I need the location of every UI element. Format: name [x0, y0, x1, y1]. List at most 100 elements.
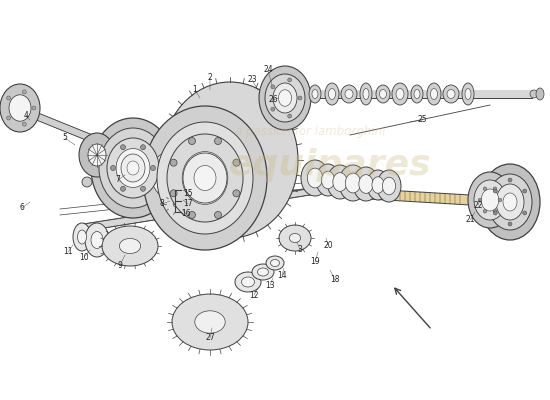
Text: 16: 16	[181, 210, 191, 218]
Circle shape	[151, 166, 156, 170]
Ellipse shape	[382, 177, 395, 195]
Ellipse shape	[480, 164, 540, 240]
Text: 25: 25	[417, 116, 427, 124]
Circle shape	[483, 210, 487, 213]
Circle shape	[214, 138, 222, 144]
Text: 6: 6	[20, 204, 24, 212]
Text: 23: 23	[247, 76, 257, 84]
Circle shape	[7, 96, 10, 100]
Ellipse shape	[88, 144, 106, 166]
Circle shape	[493, 187, 497, 190]
Circle shape	[32, 106, 36, 110]
Circle shape	[189, 138, 195, 144]
Ellipse shape	[121, 154, 145, 182]
Ellipse shape	[183, 153, 227, 203]
Ellipse shape	[271, 260, 279, 266]
Ellipse shape	[167, 134, 243, 222]
Ellipse shape	[0, 84, 40, 132]
Text: 26: 26	[268, 96, 278, 104]
Ellipse shape	[353, 167, 379, 201]
Ellipse shape	[79, 133, 115, 177]
Ellipse shape	[536, 88, 544, 100]
Ellipse shape	[85, 223, 109, 257]
Ellipse shape	[462, 83, 474, 105]
Text: 9: 9	[118, 260, 123, 270]
Text: 12: 12	[249, 290, 258, 300]
Ellipse shape	[443, 85, 459, 103]
Text: 18: 18	[330, 276, 340, 284]
Ellipse shape	[339, 165, 367, 201]
Ellipse shape	[194, 166, 216, 190]
Circle shape	[170, 159, 177, 166]
Ellipse shape	[379, 90, 387, 98]
Ellipse shape	[345, 90, 353, 98]
Ellipse shape	[91, 118, 175, 218]
Ellipse shape	[341, 85, 357, 103]
Circle shape	[233, 159, 240, 166]
Ellipse shape	[392, 83, 408, 105]
Ellipse shape	[266, 256, 284, 270]
Ellipse shape	[360, 83, 372, 105]
Ellipse shape	[307, 168, 323, 188]
Text: 19: 19	[310, 258, 320, 266]
Circle shape	[522, 189, 527, 193]
Circle shape	[120, 186, 125, 191]
Ellipse shape	[195, 311, 225, 333]
Circle shape	[498, 198, 502, 202]
Text: a passion for lamborghini: a passion for lamborghini	[235, 126, 385, 138]
Text: 24: 24	[263, 66, 273, 74]
Ellipse shape	[372, 177, 384, 193]
Circle shape	[508, 178, 512, 182]
Circle shape	[508, 222, 512, 226]
Ellipse shape	[488, 174, 532, 230]
Ellipse shape	[252, 264, 274, 280]
Text: 5: 5	[63, 134, 68, 142]
Ellipse shape	[78, 230, 86, 244]
Ellipse shape	[496, 184, 524, 220]
Ellipse shape	[301, 160, 329, 196]
Ellipse shape	[257, 268, 268, 276]
Ellipse shape	[273, 83, 297, 113]
Ellipse shape	[143, 106, 267, 250]
Ellipse shape	[427, 83, 441, 105]
Circle shape	[214, 212, 222, 218]
Circle shape	[288, 78, 292, 82]
Ellipse shape	[328, 88, 336, 100]
Text: 27: 27	[205, 334, 215, 342]
Ellipse shape	[182, 152, 228, 204]
Ellipse shape	[138, 135, 208, 215]
Circle shape	[493, 210, 497, 213]
Ellipse shape	[309, 85, 321, 103]
Polygon shape	[12, 105, 117, 150]
Circle shape	[530, 90, 538, 98]
Ellipse shape	[333, 173, 347, 191]
Ellipse shape	[127, 161, 139, 175]
Text: 11: 11	[63, 248, 73, 256]
Text: 17: 17	[183, 200, 193, 208]
Ellipse shape	[431, 88, 437, 100]
Ellipse shape	[278, 90, 292, 106]
Ellipse shape	[474, 180, 506, 220]
Ellipse shape	[363, 88, 369, 100]
Text: 14: 14	[277, 270, 287, 280]
Circle shape	[298, 96, 302, 100]
Ellipse shape	[312, 90, 318, 98]
Text: 7: 7	[116, 176, 120, 184]
Text: 8: 8	[160, 200, 164, 208]
Ellipse shape	[465, 88, 471, 100]
Polygon shape	[335, 187, 470, 205]
Ellipse shape	[359, 175, 373, 193]
Text: 4: 4	[24, 110, 29, 120]
Bar	[311, 90, 532, 98]
Text: 21: 21	[465, 216, 475, 224]
Text: 13: 13	[265, 280, 275, 290]
Ellipse shape	[99, 128, 167, 208]
Circle shape	[271, 85, 275, 89]
Circle shape	[140, 145, 146, 150]
Circle shape	[23, 90, 26, 94]
Polygon shape	[78, 184, 340, 232]
Circle shape	[120, 145, 125, 150]
Circle shape	[7, 116, 10, 120]
Ellipse shape	[345, 173, 361, 193]
Circle shape	[23, 122, 26, 126]
